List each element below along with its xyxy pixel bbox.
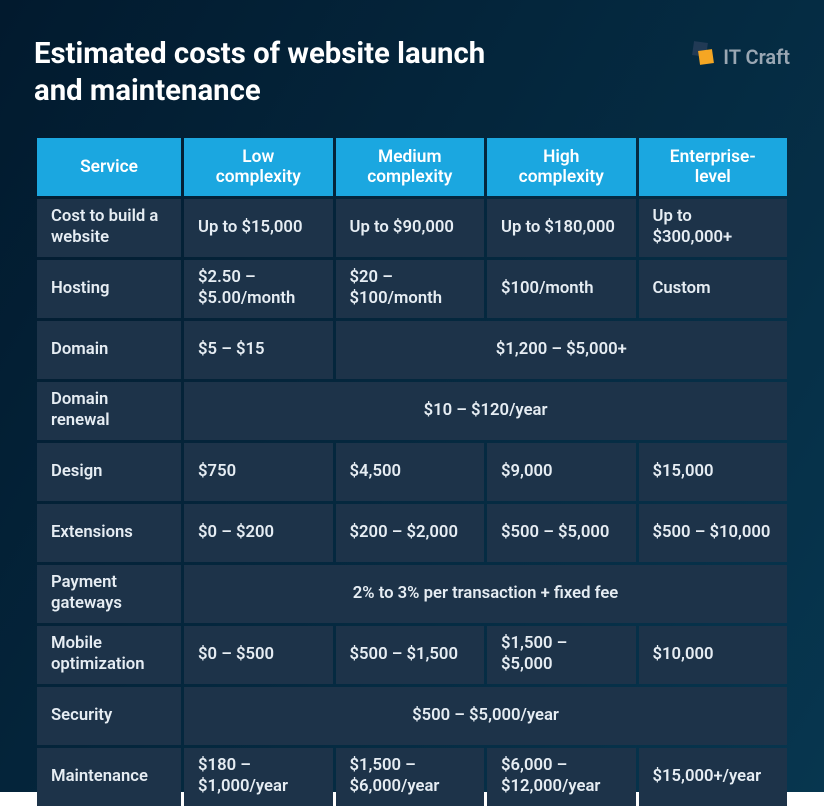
value-cell: $500 – $10,000 [639, 504, 788, 562]
value-cell: $6,000 – $12,000/year [487, 748, 635, 806]
table-header-row: ServiceLowcomplexityMediumcomplexityHigh… [37, 138, 787, 196]
col-header-enterprise: Enterprise-level [639, 138, 788, 196]
header: Estimated costs of website launch and ma… [34, 36, 790, 109]
value-cell: Up to $300,000+ [639, 199, 788, 257]
title-line2: and maintenance [34, 74, 261, 108]
table-body: Cost to build a websiteUp to $15,000Up t… [37, 199, 787, 806]
brand-logo: IT Craft [687, 40, 790, 74]
value-cell: $15,000 [639, 443, 788, 501]
value-cell: 2% to 3% per transaction + fixed fee [184, 565, 787, 623]
value-cell: $500 – $1,500 [336, 626, 484, 684]
value-cell: $9,000 [487, 443, 635, 501]
value-cell: $0 – $200 [184, 504, 332, 562]
table-row: Domain renewal$10 – $120/year [37, 382, 787, 440]
table-row: Hosting$2.50 – $5.00/month$20 – $100/mon… [37, 260, 787, 318]
value-cell: $500 – $5,000/year [184, 687, 787, 745]
value-cell: $15,000+/year [639, 748, 788, 806]
value-cell: $10 – $120/year [184, 382, 787, 440]
value-cell: Custom [639, 260, 788, 318]
table-row: Cost to build a websiteUp to $15,000Up t… [37, 199, 787, 257]
service-cell: Payment gateways [37, 565, 181, 623]
service-cell: Hosting [37, 260, 181, 318]
table-head: ServiceLowcomplexityMediumcomplexityHigh… [37, 138, 787, 196]
table-row: Maintenance$180 – $1,000/year$1,500 – $6… [37, 748, 787, 806]
value-cell: $200 – $2,000 [336, 504, 484, 562]
service-cell: Domain [37, 321, 181, 379]
value-cell: $1,500 – $5,000 [487, 626, 635, 684]
value-cell: $20 – $100/month [336, 260, 484, 318]
value-cell: $100/month [487, 260, 635, 318]
page-title: Estimated costs of website launch and ma… [34, 36, 485, 109]
value-cell: $1,200 – $5,000+ [336, 321, 787, 379]
service-cell: Maintenance [37, 748, 181, 806]
table-row: Security$500 – $5,000/year [37, 687, 787, 745]
value-cell: $500 – $5,000 [487, 504, 635, 562]
page: Estimated costs of website launch and ma… [0, 0, 824, 792]
value-cell: $1,500 – $6,000/year [336, 748, 484, 806]
service-cell: Cost to build a website [37, 199, 181, 257]
title-line1: Estimated costs of website launch [34, 37, 485, 71]
table-row: Extensions$0 – $200$200 – $2,000$500 – $… [37, 504, 787, 562]
value-cell: $4,500 [336, 443, 484, 501]
brand-logo-text: IT Craft [723, 45, 790, 69]
value-cell: $10,000 [639, 626, 788, 684]
value-cell: Up to $180,000 [487, 199, 635, 257]
cost-table: ServiceLowcomplexityMediumcomplexityHigh… [34, 135, 790, 809]
value-cell: $180 – $1,000/year [184, 748, 332, 806]
service-cell: Domain renewal [37, 382, 181, 440]
col-header-high: Highcomplexity [487, 138, 635, 196]
service-cell: Security [37, 687, 181, 745]
service-cell: Mobile optimization [37, 626, 181, 684]
table-row: Domain$5 – $15$1,200 – $5,000+ [37, 321, 787, 379]
table-row: Mobile optimization$0 – $500$500 – $1,50… [37, 626, 787, 684]
col-header-service: Service [37, 138, 181, 196]
value-cell: $750 [184, 443, 332, 501]
itcraft-logo-icon [687, 40, 717, 74]
table-row: Design$750$4,500$9,000$15,000 [37, 443, 787, 501]
col-header-low: Lowcomplexity [184, 138, 332, 196]
table-row: Payment gateways2% to 3% per transaction… [37, 565, 787, 623]
value-cell: Up to $15,000 [184, 199, 332, 257]
value-cell: $5 – $15 [184, 321, 332, 379]
value-cell: Up to $90,000 [336, 199, 484, 257]
value-cell: $2.50 – $5.00/month [184, 260, 332, 318]
value-cell: $0 – $500 [184, 626, 332, 684]
service-cell: Extensions [37, 504, 181, 562]
col-header-medium: Mediumcomplexity [336, 138, 484, 196]
service-cell: Design [37, 443, 181, 501]
